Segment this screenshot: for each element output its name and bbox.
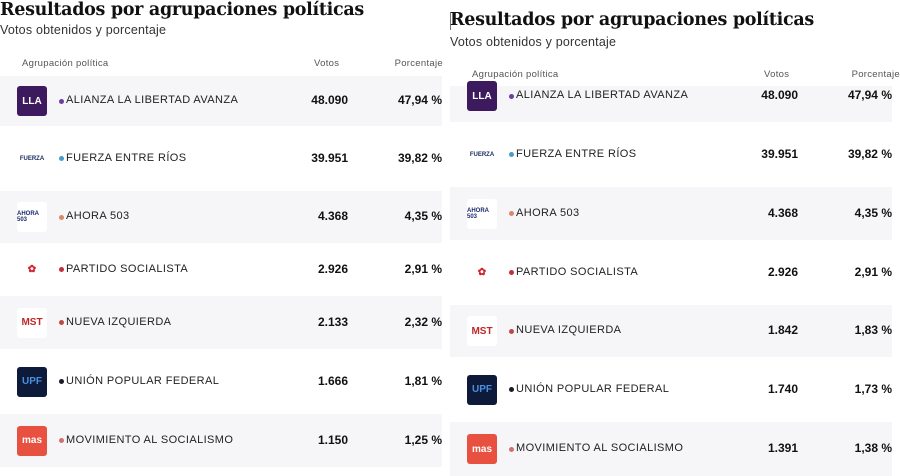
party-name: PARTIDO SOCIALISTA <box>516 265 639 278</box>
party-percent: 1,83 % <box>854 323 892 337</box>
party-logo-icon: MST <box>467 316 497 346</box>
party-color-dot <box>59 98 64 104</box>
party-percent: 2,91 % <box>854 264 892 279</box>
party-color-dot <box>509 328 514 334</box>
party-percent: 4,35 % <box>404 209 442 223</box>
party-votes: 2.926 <box>767 264 798 279</box>
party-votes: 1.842 <box>767 323 798 337</box>
column-header-votes[interactable]: Votos <box>764 69 790 80</box>
party-logo-icon: mas <box>17 425 47 456</box>
party-logo-icon: AHORA 503 <box>467 198 497 229</box>
party-name: UNIÓN POPULAR FEDERAL <box>66 374 220 387</box>
party-percent: 4,35 % <box>854 205 892 220</box>
party-name: MOVIMIENTO AL SOCIALISMO <box>66 433 234 446</box>
party-percent: 47,94 % <box>847 88 892 102</box>
party-color-dot <box>509 93 514 99</box>
party-percent: 39,82 % <box>397 150 442 165</box>
party-name: AHORA 503 <box>516 206 580 219</box>
party-logo-icon: AHORA 503 <box>17 202 47 232</box>
party-logo-icon: MST <box>17 307 47 338</box>
party-logo-icon: UPF <box>17 366 47 397</box>
table-row[interactable]: MST NUEVA IZQUIERDA 2.133 2,32 % <box>0 296 442 349</box>
party-votes: 1.666 <box>317 373 348 388</box>
results-panel-left: Resultados por agrupaciones políticas Vot… <box>0 0 443 476</box>
party-name: PARTIDO SOCIALISTA <box>66 262 189 275</box>
party-color-dot <box>509 446 514 452</box>
party-votes: 4.368 <box>767 205 798 220</box>
page-subtitle: Votos obtenidos y porcentaje <box>0 23 167 37</box>
party-name: NUEVA IZQUIERDA <box>66 315 172 328</box>
results-panel-right: Resultados por agrupaciones políticas Vot… <box>450 0 900 476</box>
party-percent: 1,25 % <box>404 432 442 447</box>
page-title: Resultados por agrupaciones políticas <box>0 0 364 20</box>
party-color-dot <box>509 152 514 157</box>
column-header-percent[interactable]: Porcentaje <box>394 58 443 69</box>
party-percent: 2,32 % <box>404 314 442 329</box>
table-row[interactable]: UPF UNIÓN POPULAR FEDERAL 1.666 1,81 % <box>0 349 442 414</box>
party-logo-icon: ✿ <box>467 257 497 288</box>
page-subtitle: Votos obtenidos y porcentaje <box>450 35 617 49</box>
column-header-votes[interactable]: Votos <box>314 58 340 69</box>
party-name: AHORA 503 <box>66 210 130 222</box>
party-color-dot <box>509 211 514 216</box>
table-row[interactable]: UPF UNIÓN POPULAR FEDERAL 1.740 1,73 % <box>450 357 892 422</box>
party-logo-icon: ✿ <box>17 254 47 285</box>
party-color-dot <box>59 438 64 443</box>
party-name: NUEVA IZQUIERDA <box>516 324 622 336</box>
party-name: ALIANZA LA LIBERTAD AVANZA <box>516 89 689 101</box>
party-votes: 48.090 <box>311 93 348 107</box>
party-color-dot <box>59 267 64 272</box>
party-logo-icon: LLA <box>467 81 497 111</box>
party-votes: 2.926 <box>317 261 348 276</box>
party-name: FUERZA ENTRE RÍOS <box>66 151 187 164</box>
party-logo-icon: UPF <box>467 374 497 405</box>
party-votes: 39.951 <box>311 150 348 165</box>
party-votes: 1.740 <box>767 381 798 396</box>
party-logo-icon: FUERZA <box>17 143 47 174</box>
table-row[interactable]: AHORA 503 AHORA 503 4.368 4,35 % <box>0 191 442 243</box>
party-name: ALIANZA LA LIBERTAD AVANZA <box>66 94 239 106</box>
column-header-party[interactable]: Agrupación política <box>22 58 109 69</box>
party-votes: 1.150 <box>317 432 348 447</box>
party-votes: 1.391 <box>767 441 798 455</box>
party-votes: 2.133 <box>317 314 348 329</box>
party-color-dot <box>59 379 64 384</box>
party-logo-icon: mas <box>467 434 497 464</box>
column-header-party[interactable]: Agrupación política <box>472 69 559 80</box>
party-votes: 48.090 <box>761 88 798 102</box>
column-header-percent[interactable]: Porcentaje <box>851 69 900 80</box>
party-color-dot <box>59 156 64 161</box>
party-votes: 4.368 <box>317 209 348 223</box>
party-name: UNIÓN POPULAR FEDERAL <box>516 382 670 395</box>
party-percent: 2,91 % <box>404 261 442 276</box>
party-logo-icon: LLA <box>17 86 47 116</box>
table-row[interactable]: mas MOVIMIENTO AL SOCIALISMO 1.150 1,25 % <box>0 414 442 467</box>
party-percent: 1,73 % <box>854 381 892 396</box>
party-percent: 1,81 % <box>404 373 442 388</box>
table-row[interactable]: ✿ PARTIDO SOCIALISTA 2.926 2,91 % <box>0 243 442 296</box>
table-row[interactable]: MST NUEVA IZQUIERDA 1.842 1,83 % <box>450 305 892 357</box>
party-color-dot <box>509 270 514 275</box>
table-row[interactable]: mas MOVIMIENTO AL SOCIALISMO 1.391 1,38 % <box>450 422 892 476</box>
table-row[interactable]: FUERZA FUERZA ENTRE RÍOS 39.951 39,82 % <box>450 122 892 187</box>
table-row[interactable]: LLA ALIANZA LA LIBERTAD AVANZA 48.090 47,94… <box>0 76 442 126</box>
party-name: FUERZA ENTRE RÍOS <box>516 147 637 160</box>
party-logo-icon: FUERZA <box>467 139 497 170</box>
party-color-dot <box>509 387 514 392</box>
table-row[interactable]: ✿ PARTIDO SOCIALISTA 2.926 2,91 % <box>450 240 892 305</box>
party-votes: 39.951 <box>761 146 798 161</box>
table-row[interactable]: FUERZA FUERZA ENTRE RÍOS 39.951 39,82 % <box>0 126 442 191</box>
party-color-dot <box>59 320 64 325</box>
party-percent: 1,38 % <box>854 441 892 455</box>
party-color-dot <box>59 214 64 220</box>
party-percent: 39,82 % <box>847 146 892 161</box>
table-row[interactable]: LLA ALIANZA LA LIBERTAD AVANZA 48.090 47,94… <box>450 81 892 122</box>
page-title: Resultados por agrupaciones políticas <box>450 10 814 30</box>
party-name: MOVIMIENTO AL SOCIALISMO <box>516 442 684 454</box>
table-row[interactable]: AHORA 503 AHORA 503 4.368 4,35 % <box>450 187 892 240</box>
party-percent: 47,94 % <box>397 93 442 107</box>
